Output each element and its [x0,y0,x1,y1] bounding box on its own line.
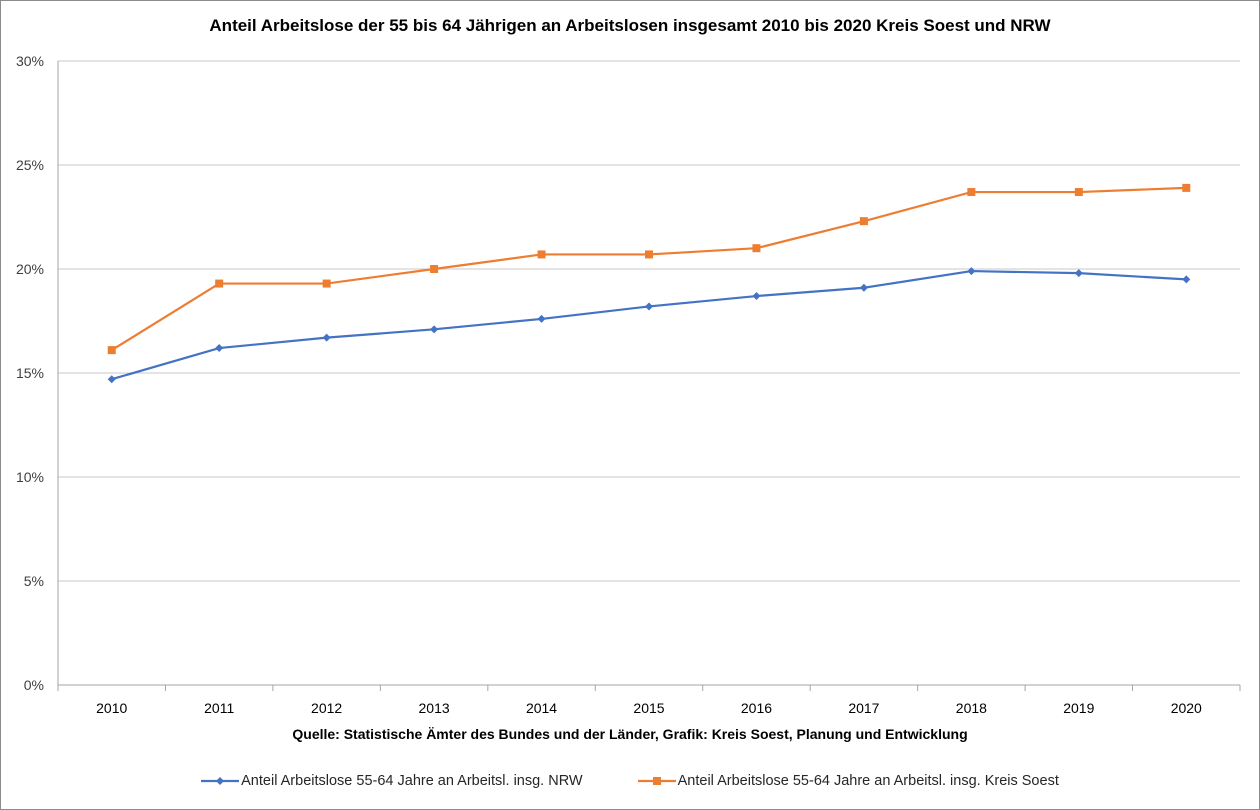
data-point [1074,269,1083,278]
data-point [645,302,653,311]
data-point [1182,183,1191,192]
y-tick-label: 5% [24,573,44,589]
gridlines [58,60,1240,582]
data-point [107,346,116,355]
data-point [430,265,439,273]
data-point [752,244,761,253]
x-tick-label: 2015 [633,700,664,716]
legend-nrw-swatch [201,777,240,785]
x-tick-label: 2017 [848,700,879,716]
x-axis-label: Quelle: Statistische Ämter des Bundes un… [292,726,968,742]
legend-nrw-label: Anteil Arbeitslose 55-64 Jahre an Arbeit… [241,773,583,789]
y-tick-label: 25% [16,157,44,173]
data-point [1182,275,1191,284]
data-point [1074,188,1083,197]
data-point [967,267,976,276]
data-point [215,344,224,353]
data-point [537,314,546,323]
legend-kreis-soest-swatch [637,777,676,785]
x-tick-label: 2014 [526,700,557,716]
x-tick-label: 2011 [204,700,234,716]
data-point [322,279,331,288]
legend: Anteil Arbeitslose 55-64 Jahre an Arbeit… [0,773,1260,789]
data-point [107,375,116,384]
x-tick-label: 2018 [956,700,987,716]
series-line [111,269,1187,381]
data-point [859,217,868,226]
legend-kreis-soest-label: Anteil Arbeitslose 55-64 Jahre an Arbeit… [677,773,1059,789]
y-tick-label: 15% [16,365,44,381]
legend-item-kreis-soest: Anteil Arbeitslose 55-64 Jahre an Arbeit… [637,773,1059,789]
x-tick-label: 2019 [1063,700,1094,716]
data-point [322,333,331,342]
x-tick-label: 2012 [311,700,342,716]
y-tick-label: 0% [24,677,44,693]
axes: 0% 5% 10% 15% 20% 25% 30% 2010 2011 2012 2013 2014 2… [16,53,1241,716]
x-tick-label: 2020 [1171,700,1202,716]
y-tick-label: 10% [16,469,44,485]
chart-title: Anteil Arbeitslose der 55 bis 64 Jährige… [209,16,1051,35]
y-tick-label: 20% [16,261,44,277]
data-point [645,250,653,259]
data-point [752,292,761,301]
x-tick-label: 2016 [741,700,772,716]
data-point [967,188,976,197]
data-point [430,325,439,334]
legend-item-nrw: Anteil Arbeitslose 55-64 Jahre an Arbeit… [201,773,583,789]
x-tick-label: 2010 [96,700,127,716]
series-kreis-soest [107,183,1191,355]
series-lines [107,183,1191,384]
data-point [215,279,224,288]
data-point [859,283,868,292]
x-tick-label: 2013 [419,700,450,716]
y-tick-label: 30% [16,53,44,69]
series-nrw [107,267,1191,384]
data-point [537,250,546,259]
